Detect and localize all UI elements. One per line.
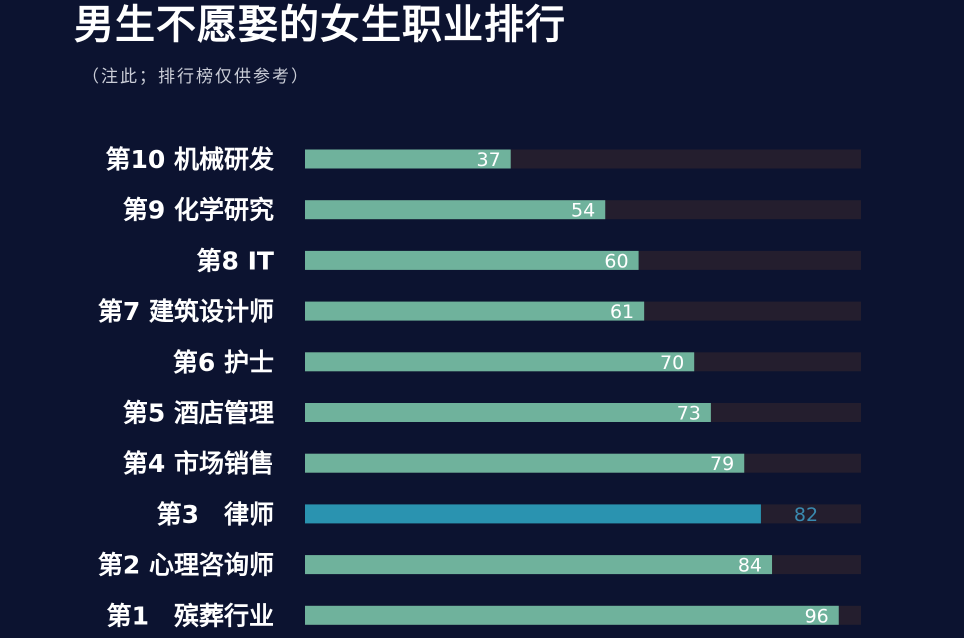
bar bbox=[305, 200, 606, 220]
category-label: 第9 化学研究 bbox=[123, 196, 274, 225]
bar bbox=[305, 555, 773, 575]
value-label: 84 bbox=[738, 555, 762, 577]
bar bbox=[305, 504, 761, 524]
category-label: 第10 机械研发 bbox=[106, 145, 275, 174]
chart-title: 男生不愿娶的女生职业排行 bbox=[74, 2, 566, 48]
value-label: 37 bbox=[477, 149, 501, 171]
bar bbox=[305, 605, 839, 625]
value-label: 54 bbox=[571, 200, 595, 222]
value-label: 70 bbox=[660, 352, 684, 374]
value-label: 73 bbox=[677, 403, 701, 425]
category-label: 第7 建筑设计师 bbox=[98, 297, 274, 326]
category-label: 第6 护士 bbox=[173, 348, 274, 377]
value-label: 82 bbox=[794, 504, 818, 526]
category-label: 第5 酒店管理 bbox=[123, 399, 274, 428]
bar bbox=[305, 250, 639, 270]
category-label: 第2 心理咨询师 bbox=[98, 551, 274, 580]
bar bbox=[305, 403, 711, 422]
category-label: 第4 市场销售 bbox=[123, 449, 274, 478]
bar bbox=[305, 352, 695, 372]
category-label: 第3 律师 bbox=[157, 500, 274, 529]
value-label: 61 bbox=[610, 301, 634, 323]
category-label: 第1 殡葬行业 bbox=[107, 601, 274, 630]
bar bbox=[305, 149, 511, 169]
category-label: 第8 IT bbox=[197, 246, 274, 275]
chart-subtitle: （注此；排行榜仅供参考） bbox=[82, 67, 310, 87]
bar bbox=[305, 301, 645, 321]
bar bbox=[305, 453, 745, 473]
value-label: 79 bbox=[710, 453, 734, 475]
value-label: 96 bbox=[805, 605, 829, 627]
value-label: 60 bbox=[604, 250, 628, 272]
